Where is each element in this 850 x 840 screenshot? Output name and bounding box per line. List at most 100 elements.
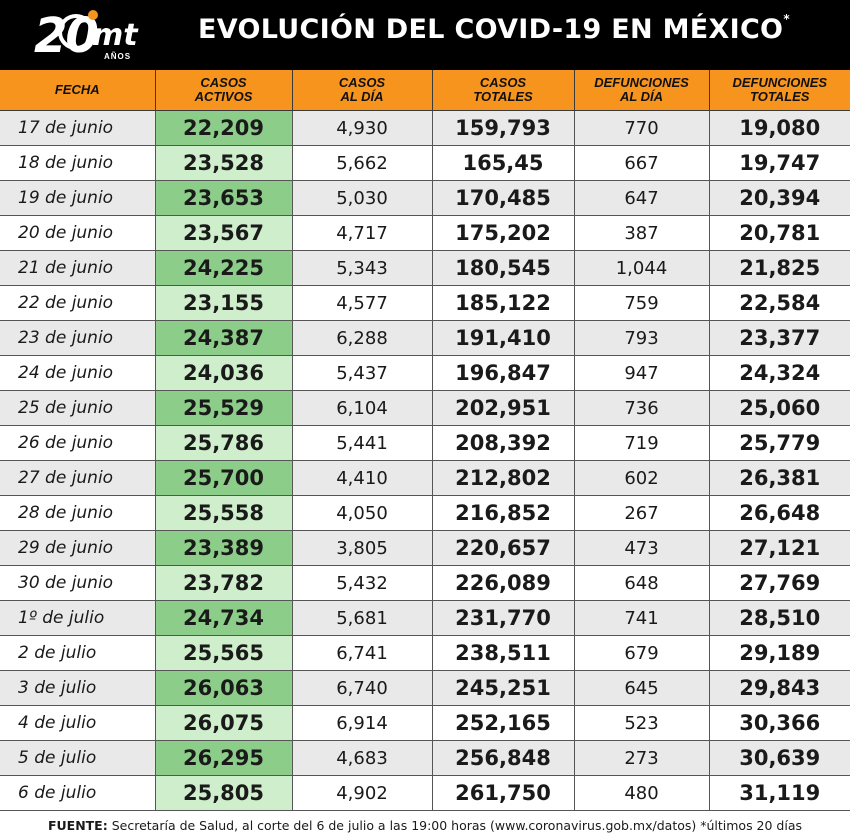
cell-defunciones-al-dia: 647 [574, 180, 710, 216]
cell-casos-activos: 23,528 [155, 145, 293, 181]
table-row: 6 de julio 25,805 4,902 261,750 480 31,119 [0, 775, 850, 811]
table-row: 4 de julio 26,075 6,914 252,165 523 30,366 [0, 705, 850, 741]
column-header-defunciones-totales: DEFUNCIONES TOTALES [709, 70, 850, 111]
cell-casos-al-dia: 5,432 [292, 565, 433, 601]
cell-defunciones-totales: 19,747 [709, 145, 850, 181]
stopwatch-icon [58, 10, 98, 50]
page-title: EVOLUCIÓN DEL COVID-19 EN MÉXICO* [198, 12, 790, 45]
cell-casos-totales: 175,202 [432, 215, 575, 251]
table-row: 29 de junio 23,389 3,805 220,657 473 27,121 [0, 530, 850, 566]
cell-defunciones-totales: 28,510 [709, 600, 850, 636]
table-row: 24 de junio 24,036 5,437 196,847 947 24,324 [0, 355, 850, 391]
cell-casos-al-dia: 5,681 [292, 600, 433, 636]
cell-casos-al-dia: 4,717 [292, 215, 433, 251]
cell-fecha: 29 de junio [0, 530, 156, 566]
cell-fecha: 18 de junio [0, 145, 156, 181]
column-header-line1: CASOS [200, 75, 247, 90]
cell-casos-activos: 25,565 [155, 635, 293, 671]
cell-casos-activos: 24,225 [155, 250, 293, 286]
cell-casos-al-dia: 5,030 [292, 180, 433, 216]
cell-casos-totales: 165,45 [432, 145, 575, 181]
cell-casos-al-dia: 6,914 [292, 705, 433, 741]
milenio-20-anos-logo: 20 mt AÑOS [34, 6, 144, 66]
cell-fecha: 23 de junio [0, 320, 156, 356]
cell-defunciones-al-dia: 947 [574, 355, 710, 391]
column-header-line2: TOTALES [473, 89, 533, 104]
cell-fecha: 20 de junio [0, 215, 156, 251]
table-row: 26 de junio 25,786 5,441 208,392 719 25,779 [0, 425, 850, 461]
table-row: 3 de julio 26,063 6,740 245,251 645 29,843 [0, 670, 850, 706]
cell-defunciones-al-dia: 267 [574, 495, 710, 531]
cell-casos-al-dia: 4,410 [292, 460, 433, 496]
cell-defunciones-totales: 25,779 [709, 425, 850, 461]
cell-casos-totales: 252,165 [432, 705, 575, 741]
cell-defunciones-al-dia: 719 [574, 425, 710, 461]
column-header-line1: FECHA [54, 82, 100, 97]
cell-defunciones-totales: 30,366 [709, 705, 850, 741]
table-row: 19 de junio 23,653 5,030 170,485 647 20,394 [0, 180, 850, 216]
cell-casos-totales: 245,251 [432, 670, 575, 706]
cell-fecha: 17 de junio [0, 110, 156, 146]
cell-casos-totales: 212,802 [432, 460, 575, 496]
column-header-line1: CASOS [479, 75, 527, 90]
logo-years: AÑOS [104, 52, 132, 61]
cell-casos-al-dia: 4,902 [292, 775, 433, 811]
cell-fecha: 27 de junio [0, 460, 156, 496]
cell-fecha: 2 de julio [0, 635, 156, 671]
cell-defunciones-totales: 31,119 [709, 775, 850, 811]
cell-casos-activos: 25,700 [155, 460, 293, 496]
cell-casos-al-dia: 3,805 [292, 530, 433, 566]
cell-fecha: 21 de junio [0, 250, 156, 286]
table-row: 28 de junio 25,558 4,050 216,852 267 26,648 [0, 495, 850, 531]
cell-casos-al-dia: 6,740 [292, 670, 433, 706]
table-row: 5 de julio 26,295 4,683 256,848 273 30,639 [0, 740, 850, 776]
cell-defunciones-totales: 20,781 [709, 215, 850, 251]
cell-casos-totales: 180,545 [432, 250, 575, 286]
cell-casos-al-dia: 4,930 [292, 110, 433, 146]
cell-defunciones-al-dia: 793 [574, 320, 710, 356]
cell-defunciones-totales: 19,080 [709, 110, 850, 146]
cell-defunciones-al-dia: 679 [574, 635, 710, 671]
cell-casos-activos: 24,387 [155, 320, 293, 356]
source-text: Secretaría de Salud, al corte del 6 de j… [111, 818, 803, 833]
cell-defunciones-al-dia: 480 [574, 775, 710, 811]
cell-fecha: 5 de julio [0, 740, 156, 776]
cell-casos-totales: 196,847 [432, 355, 575, 391]
column-header-line2: TOTALES [750, 89, 810, 104]
cell-casos-al-dia: 4,050 [292, 495, 433, 531]
cell-casos-totales: 256,848 [432, 740, 575, 776]
cell-casos-activos: 23,155 [155, 285, 293, 321]
cell-defunciones-al-dia: 667 [574, 145, 710, 181]
title-footnote-mark: * [783, 12, 790, 26]
cell-casos-al-dia: 5,441 [292, 425, 433, 461]
cell-casos-activos: 25,529 [155, 390, 293, 426]
column-header-casos-activos: CASOS ACTIVOS [155, 70, 293, 111]
cell-casos-totales: 159,793 [432, 110, 575, 146]
cell-casos-al-dia: 6,288 [292, 320, 433, 356]
cell-casos-activos: 26,295 [155, 740, 293, 776]
cell-defunciones-totales: 27,769 [709, 565, 850, 601]
cell-casos-totales: 226,089 [432, 565, 575, 601]
cell-defunciones-al-dia: 741 [574, 600, 710, 636]
cell-defunciones-totales: 29,189 [709, 635, 850, 671]
cell-fecha: 19 de junio [0, 180, 156, 216]
cell-casos-al-dia: 5,343 [292, 250, 433, 286]
column-header-casos-totales: CASOS TOTALES [432, 70, 575, 111]
column-header-line1: DEFUNCIONES [732, 75, 828, 90]
table-row: 25 de junio 25,529 6,104 202,951 736 25,060 [0, 390, 850, 426]
column-header-fecha: FECHA [0, 70, 156, 111]
cell-defunciones-al-dia: 602 [574, 460, 710, 496]
table-row: 30 de junio 23,782 5,432 226,089 648 27,769 [0, 565, 850, 601]
table-body: 17 de junio 22,209 4,930 159,793 770 19,080 18… [0, 110, 850, 811]
cell-fecha: 24 de junio [0, 355, 156, 391]
cell-casos-al-dia: 5,437 [292, 355, 433, 391]
cell-defunciones-al-dia: 645 [574, 670, 710, 706]
cell-defunciones-al-dia: 523 [574, 705, 710, 741]
title-text: EVOLUCIÓN DEL COVID-19 EN MÉXICO [198, 14, 784, 45]
cell-fecha: 28 de junio [0, 495, 156, 531]
cell-casos-activos: 23,782 [155, 565, 293, 601]
cell-casos-al-dia: 5,662 [292, 145, 433, 181]
cell-defunciones-totales: 20,394 [709, 180, 850, 216]
cell-casos-activos: 26,063 [155, 670, 293, 706]
cell-fecha: 22 de junio [0, 285, 156, 321]
